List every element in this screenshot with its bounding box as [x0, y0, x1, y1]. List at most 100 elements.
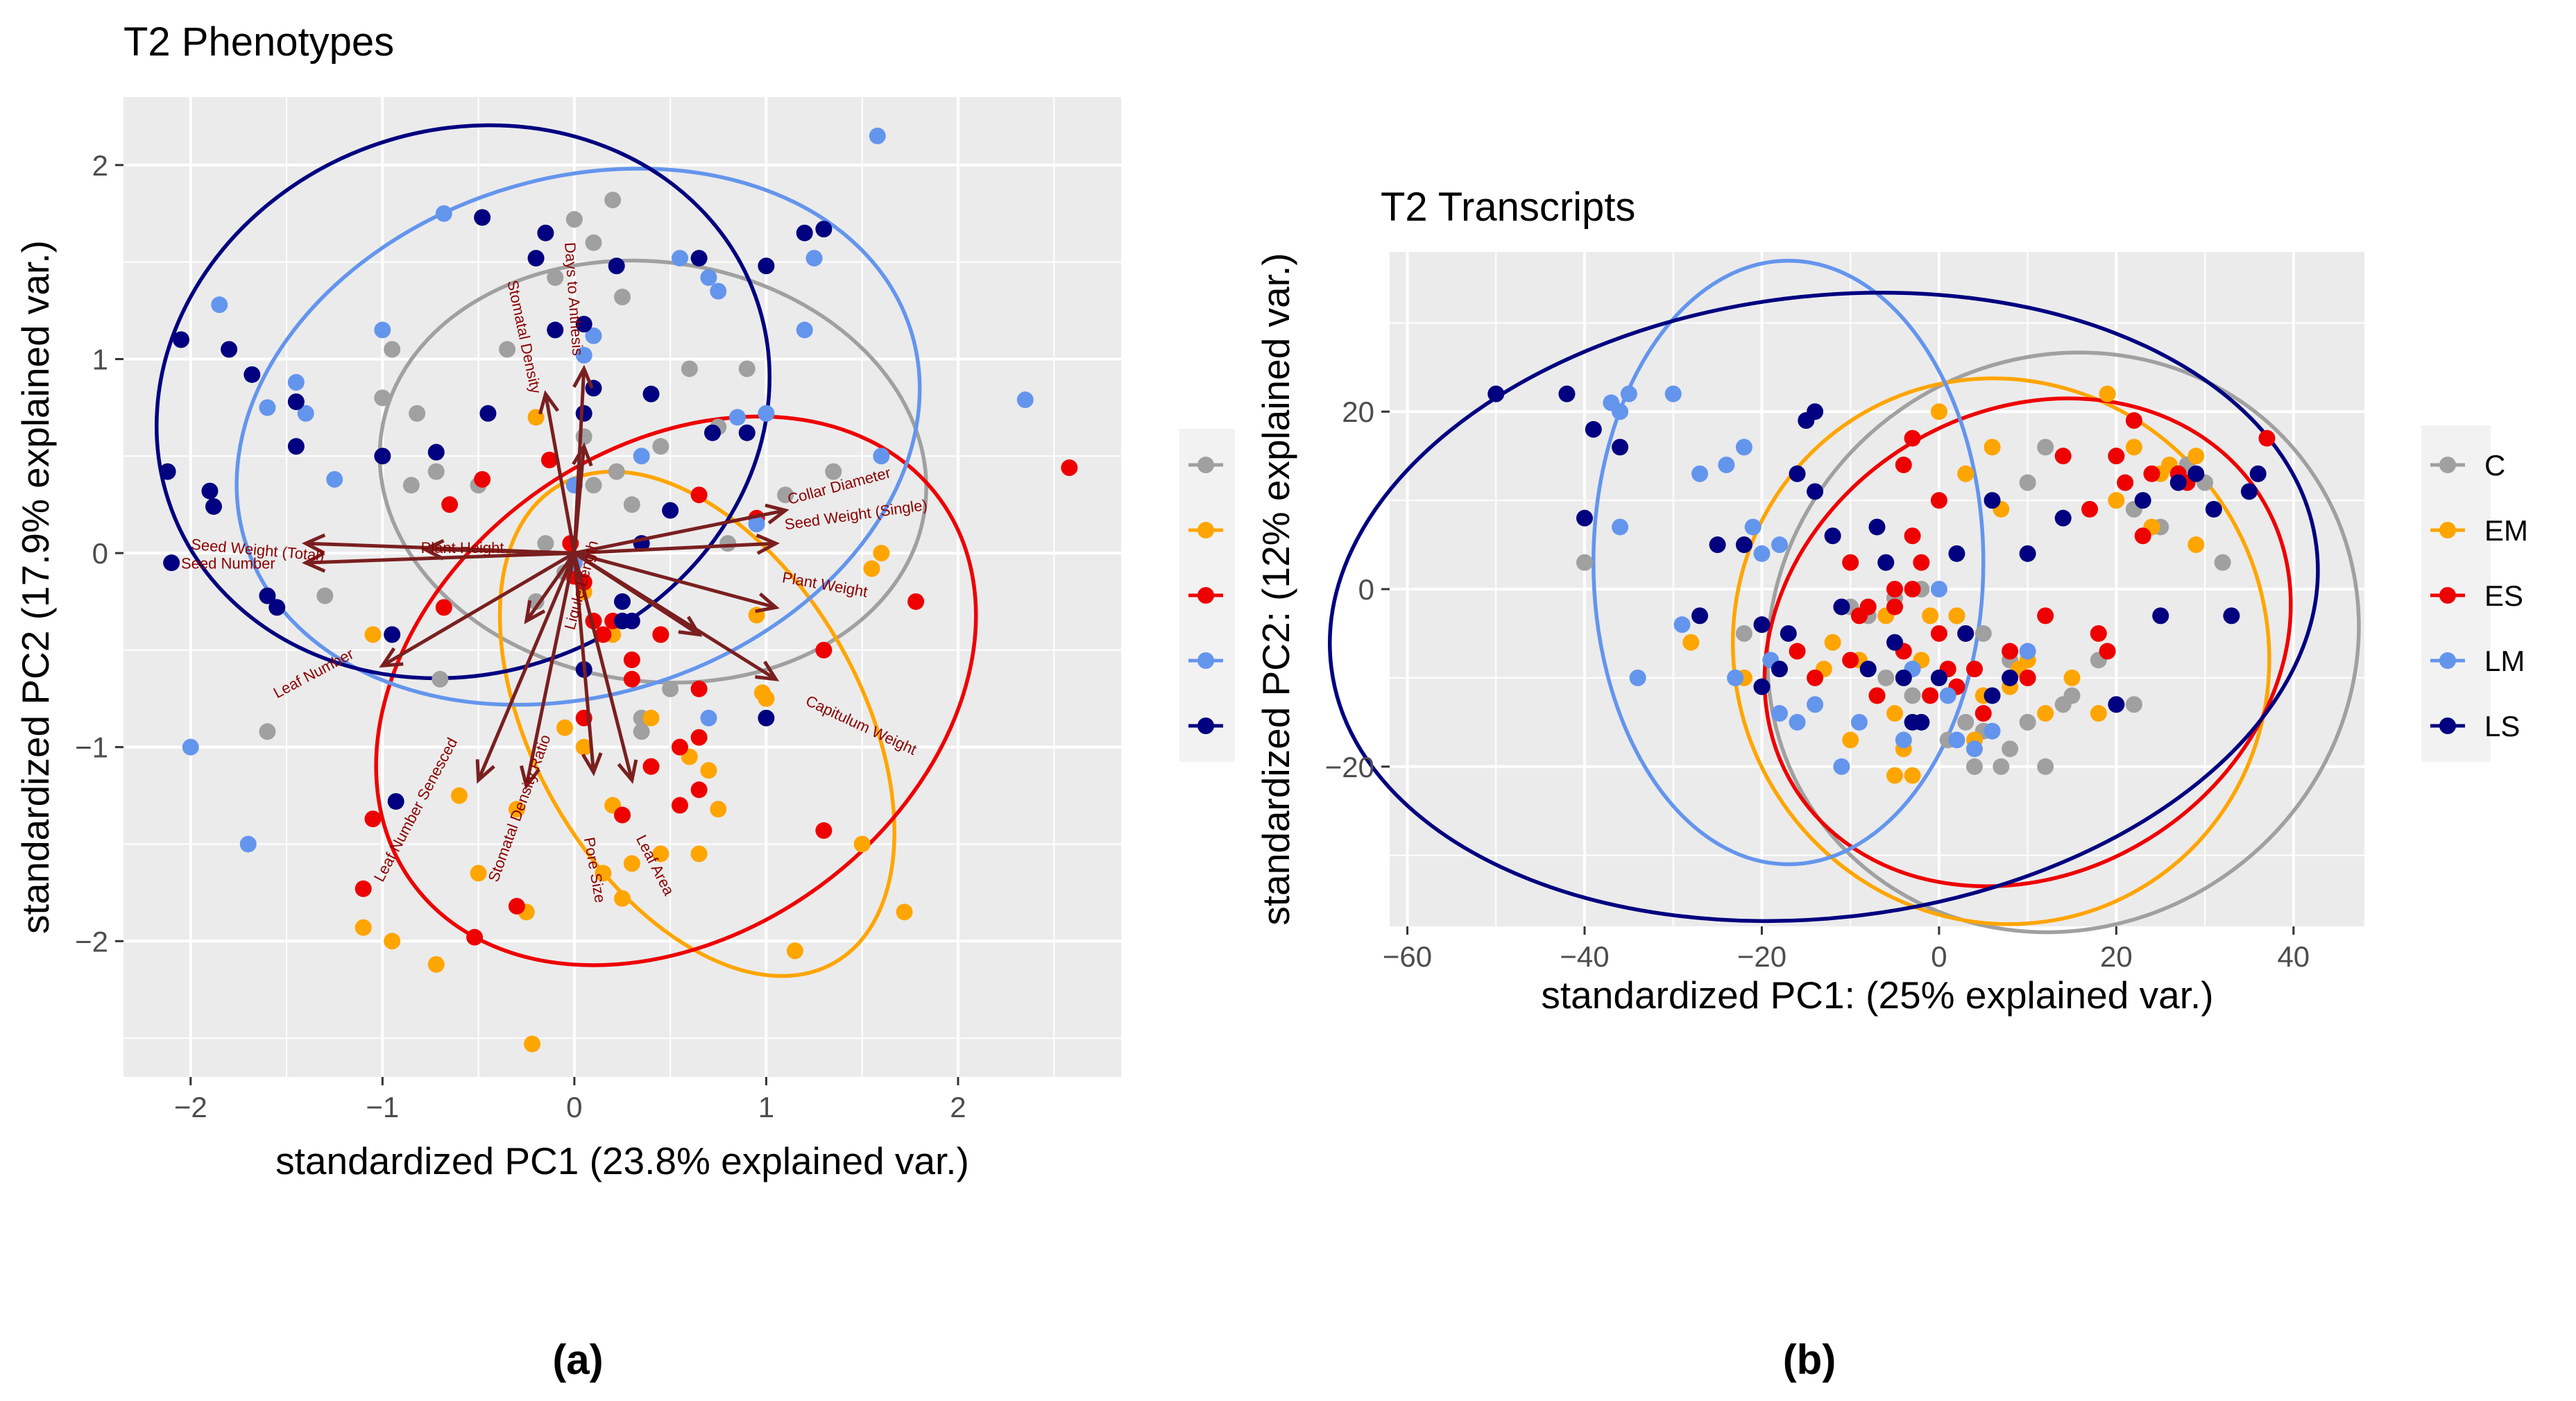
legend-key-point-ES: [2439, 587, 2456, 604]
point-ES: [1859, 598, 1877, 615]
point-EM: [470, 865, 487, 882]
point-LS: [172, 331, 189, 348]
point-LS: [614, 593, 631, 610]
panel-b-transcripts: T2 Transcripts −60 −40 −20 0 20 40 −20 0 20 stan…: [1254, 185, 2528, 1383]
point-ES: [2258, 430, 2276, 447]
point-LS: [1789, 465, 1806, 482]
point-EM: [1984, 439, 2001, 456]
point-ES: [1966, 661, 1983, 678]
point-ES: [623, 670, 640, 688]
point-LM: [374, 321, 391, 339]
point-EM: [1930, 403, 1947, 421]
point-LM: [259, 399, 276, 416]
point-C: [1974, 625, 1992, 642]
point-ES: [671, 738, 688, 756]
point-LS: [244, 366, 261, 383]
point-LS: [287, 438, 305, 455]
point-C: [409, 405, 426, 422]
loading-label: Seed Number: [181, 554, 275, 572]
point-LS: [527, 250, 545, 267]
point-EM: [556, 719, 574, 736]
point-ES: [364, 810, 382, 828]
point-C: [575, 428, 592, 445]
point-LS: [575, 405, 592, 422]
point-LM: [873, 448, 890, 465]
point-EM: [873, 545, 890, 562]
point-C: [1993, 758, 2010, 775]
point-EM: [427, 956, 445, 973]
point-LM: [700, 269, 717, 287]
point-LS: [163, 554, 180, 572]
loading-arrowhead: [765, 503, 790, 525]
point-ES: [907, 593, 925, 610]
point-LM: [1807, 696, 1824, 713]
point-ES: [690, 680, 708, 697]
point-C: [604, 192, 622, 209]
point-ES: [595, 626, 612, 643]
point-LS: [758, 257, 775, 275]
point-LM: [728, 409, 746, 426]
loading-arrowhead: [301, 533, 326, 555]
point-C: [547, 269, 564, 287]
x-tick-label: −40: [1560, 940, 1609, 973]
point-ES: [1789, 643, 1806, 660]
ellipse-LS: [1328, 291, 2320, 924]
point-LS: [623, 612, 640, 629]
point-EM: [1957, 465, 1974, 482]
point-ES: [1842, 554, 1859, 571]
point-LM: [1735, 439, 1752, 456]
legend-label-ES: ES: [2484, 579, 2523, 612]
point-LS: [2002, 669, 2019, 686]
point-ES: [1868, 687, 1886, 704]
ellipse-LM: [1592, 259, 1986, 867]
loading-arrowhead: [475, 759, 495, 784]
point-LS: [1807, 483, 1824, 500]
point-ES: [2002, 643, 2019, 660]
point-EM: [524, 1035, 541, 1053]
point-EM: [2125, 439, 2142, 456]
loading-arrowhead: [420, 538, 445, 561]
loading-arrowhead: [572, 442, 593, 467]
point-ES: [540, 451, 558, 468]
loading-arrowhead: [538, 390, 560, 415]
legend-key-point-LM: [1197, 652, 1214, 669]
point-C: [777, 486, 794, 504]
point-EM: [508, 801, 525, 818]
point-LM: [1612, 403, 1629, 421]
point-LM: [671, 250, 688, 267]
point-C: [1966, 758, 1983, 775]
point-LS: [2240, 483, 2258, 500]
point-LS: [1558, 385, 1576, 402]
point-C: [565, 211, 583, 228]
point-EM: [384, 933, 401, 950]
point-EM: [2090, 705, 2107, 722]
point-LS: [815, 221, 833, 238]
point-EM: [2108, 492, 2125, 509]
point-ES: [1922, 687, 1939, 704]
point-LS: [387, 792, 404, 810]
point-LM: [1691, 465, 1709, 482]
y-tick-label: −20: [1325, 751, 1374, 783]
panel-b-ellipses: [1328, 259, 2361, 935]
point-EM: [642, 709, 660, 727]
point-LS: [1709, 536, 1726, 554]
loading-arrow: [524, 552, 576, 622]
loading-arrowhead: [519, 765, 540, 790]
point-LS: [662, 502, 679, 519]
y-tick-label: 0: [1358, 573, 1374, 606]
point-LM: [287, 374, 305, 391]
point-LS: [1771, 661, 1788, 678]
point-EM: [1886, 705, 1904, 722]
point-LM: [1673, 616, 1691, 634]
point-EM: [1824, 634, 1841, 651]
point-C: [825, 463, 842, 480]
point-C: [2054, 696, 2072, 713]
point-LS: [738, 424, 756, 441]
point-LS: [575, 316, 592, 333]
point-ES: [466, 928, 484, 946]
loading-arrowhead: [524, 600, 546, 625]
legend-label-LS: LS: [2484, 710, 2520, 742]
point-LM: [1930, 581, 1947, 597]
point-C: [2037, 758, 2054, 775]
point-ES: [642, 758, 660, 775]
